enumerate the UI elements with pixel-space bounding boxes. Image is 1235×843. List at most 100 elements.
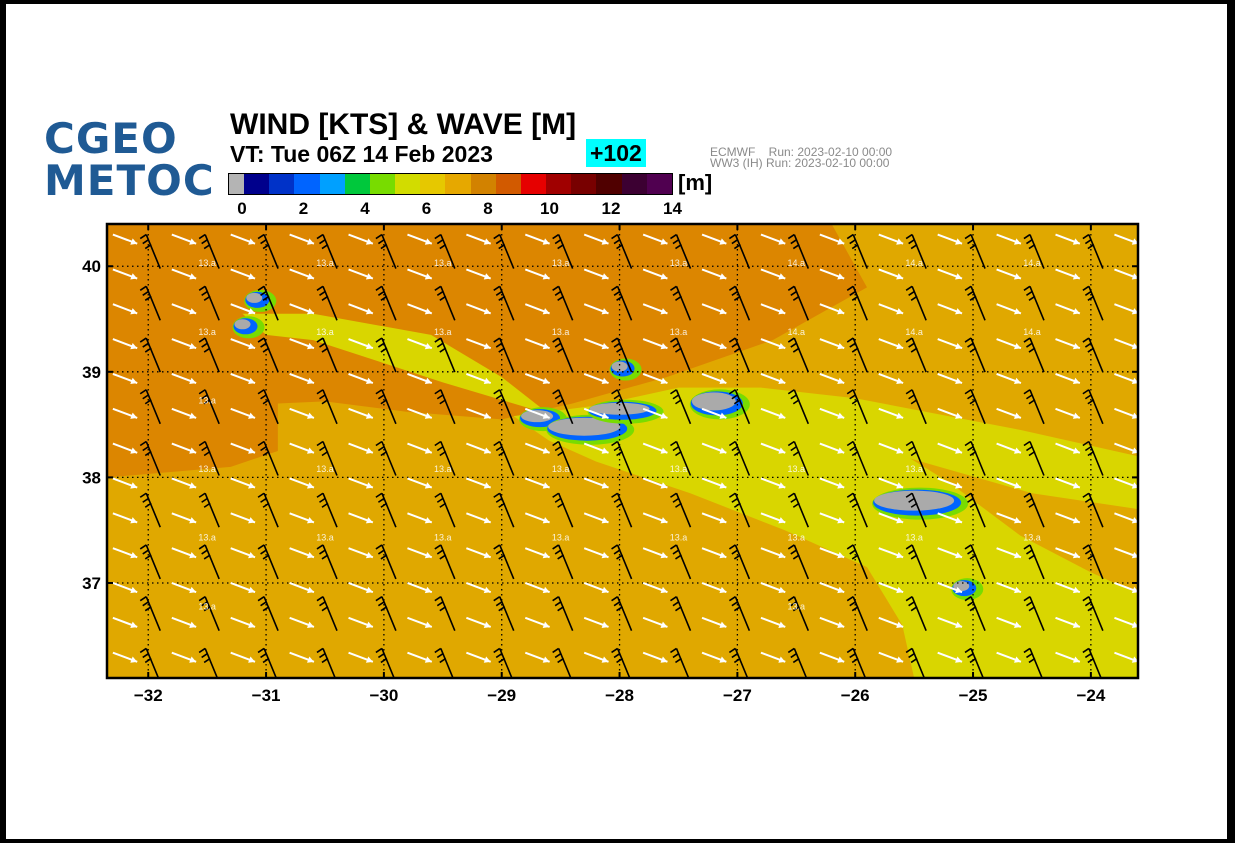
wind-barb-flag	[1023, 389, 1031, 395]
wind-vector-head	[483, 273, 491, 280]
wind-vector-head	[1014, 586, 1021, 594]
wind-barb-flag	[1026, 238, 1033, 245]
wind-vector-head	[189, 308, 197, 315]
wind-barb-flag	[787, 233, 795, 240]
wind-barb-flag	[967, 238, 974, 245]
colorbar-tick-label: 6	[421, 199, 432, 218]
valid-time: VT: Tue 06Z 14 Feb 2023	[230, 141, 493, 167]
wind-barb-flag	[792, 606, 800, 612]
wind-barb-flag	[790, 445, 798, 452]
wind-barb-flag	[616, 243, 623, 250]
wind-vector-head	[896, 308, 904, 315]
wind-barb-flag	[142, 601, 150, 607]
wind-barb-flag	[1023, 440, 1031, 447]
wind-barb-flag	[257, 233, 265, 240]
wind-barb-flag	[616, 450, 623, 457]
run-info-ww3: WW3 (IH) Run: 2023-02-10 00:00	[710, 156, 890, 170]
wind-barb-flag	[908, 549, 916, 555]
wave-contour-label: 13.a	[316, 533, 334, 543]
wind-barb-flag	[319, 290, 326, 296]
wind-barb-flag	[257, 492, 265, 498]
wind-vector-head	[1014, 342, 1021, 350]
wind-vector-head	[365, 238, 373, 245]
wind-vector-head	[1131, 342, 1138, 350]
wind-barb-flag	[908, 601, 916, 607]
wind-barb-flag	[495, 497, 503, 503]
wind-vector-head	[365, 586, 373, 594]
wind-barb-flag	[964, 233, 972, 240]
wind-barb-flag	[851, 295, 859, 301]
wind-barb-flag	[380, 606, 388, 612]
wind-vector-head	[896, 621, 904, 628]
wind-barb-flag	[498, 295, 506, 301]
wind-vector-head	[248, 586, 256, 594]
x-tick-label: −26	[841, 686, 870, 705]
wind-vector-head	[837, 586, 845, 594]
wind-vector-head	[1072, 342, 1080, 350]
wind-vector-head	[955, 447, 963, 454]
wind-vector-head	[248, 342, 256, 350]
wind-barb-flag	[792, 502, 800, 508]
wind-barb-flag	[552, 233, 560, 240]
wind-vector-head	[896, 551, 904, 559]
wind-barb-flag	[316, 596, 324, 602]
wind-vector-head	[248, 273, 256, 280]
wind-barb-flag	[967, 394, 974, 400]
wind-barb-flag	[554, 601, 562, 607]
wind-barb-flag	[613, 549, 621, 555]
wind-barb-flag	[787, 285, 795, 291]
wind-barb-flag	[257, 647, 265, 654]
wind-barb-flag	[1087, 243, 1095, 250]
wind-barb-flag	[1087, 295, 1095, 301]
wind-barb-flag	[493, 285, 501, 291]
wind-barb-flag	[434, 544, 442, 550]
logo-line1: CGEO	[44, 114, 178, 163]
wind-barb-flag	[670, 389, 677, 395]
wind-vector-head	[424, 482, 432, 489]
wind-vector-head	[778, 308, 786, 315]
wind-barb-flag	[790, 601, 798, 607]
wind-vector-head	[424, 447, 432, 454]
wind-barb-flag	[967, 290, 974, 296]
wind-barb-flag	[733, 243, 741, 250]
wind-barb-flag	[967, 601, 974, 607]
lee-region	[513, 387, 1138, 678]
wind-barb-flag	[375, 440, 383, 447]
wind-barb-flag	[851, 399, 859, 405]
wind-barb-flag	[969, 295, 977, 301]
wind-vector-head	[130, 447, 138, 454]
wind-vector-head	[424, 656, 432, 663]
wind-barb-flag	[787, 337, 795, 343]
wave-contour-label: 13.a	[670, 327, 688, 337]
wind-barb-flag	[728, 492, 736, 498]
wind-vector-head	[248, 621, 256, 628]
x-tick-label: −30	[369, 686, 398, 705]
run-info: ECMWF Run: 2023-02-10 00:00 WW3 (IH) Run…	[710, 146, 892, 170]
wind-barb-flag	[436, 652, 444, 659]
wind-barb-flag	[375, 647, 383, 654]
wind-vector-head	[542, 621, 550, 628]
wind-barb-flag	[377, 445, 385, 452]
wind-barb-flag	[493, 596, 501, 602]
y-tick-label: 38	[82, 468, 101, 487]
wind-vector-head	[248, 447, 256, 454]
wind-vector-head	[424, 412, 432, 419]
wind-vector-head	[1131, 482, 1138, 489]
wind-barb-flag	[262, 295, 270, 301]
wind-barb-flag	[1023, 337, 1031, 343]
wind-vector-head	[483, 586, 491, 594]
wind-vector-head	[248, 482, 256, 489]
wind-barb-flag	[375, 389, 383, 395]
colorbar-swatch	[495, 174, 521, 194]
wind-barb-flag	[554, 394, 562, 400]
wind-vector-head	[189, 377, 197, 385]
wind-barb-flag	[380, 450, 388, 457]
wind-barb-flag	[319, 394, 326, 400]
wind-barb-flag	[201, 549, 209, 555]
wind-barb-flag	[144, 502, 152, 508]
wind-barb-flag	[908, 652, 916, 659]
wind-vector-head	[542, 238, 550, 245]
wind-barb-flag	[1082, 389, 1090, 395]
wind-vector-head	[778, 656, 786, 663]
wind-barb-flag	[557, 657, 565, 664]
